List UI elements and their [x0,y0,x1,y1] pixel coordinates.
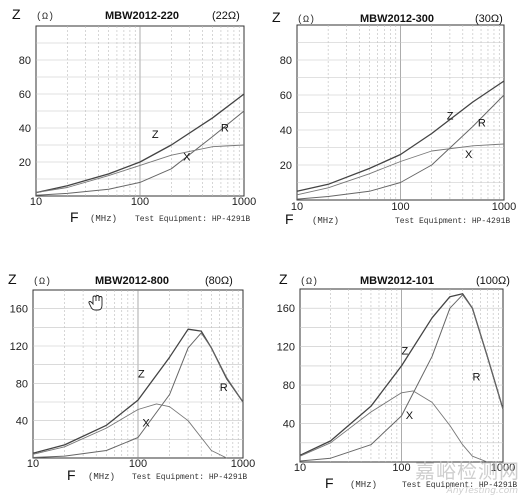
y-tick-label: 80 [16,378,28,390]
series-label-x: X [465,149,473,161]
watermark-sub: AnyTesting.com [446,486,518,496]
x-tick-label: 10 [291,201,303,213]
x-axis-unit: (MHz) [90,214,117,224]
y-axis-unit: (Ω) [297,14,315,26]
x-tick-label: 100 [129,458,147,470]
series-line-r [32,332,244,458]
y-axis-label: Z [279,271,288,287]
x-axis-label: F [67,467,76,483]
x-tick-label: 100 [131,196,149,208]
series-label-r: R [478,118,486,130]
series-line-z [35,93,245,194]
x-axis-label: F [325,475,334,491]
y-tick-label: 80 [283,380,295,392]
y-tick-label: 40 [280,125,292,137]
series-label-z: Z [152,129,159,141]
chart-panel-3: 40 80 120 160 10 100 1000 Z R X Z (Ω) MBW2012-800 (80… [8,271,255,483]
y-tick-label: 20 [19,157,31,169]
series-line-x [32,403,227,459]
series-label-x: X [183,151,191,163]
series-label-r: R [221,122,229,134]
x-axis-label: F [70,209,79,225]
series-label-z: Z [447,111,454,123]
x-tick-label: 1000 [231,458,255,470]
x-axis-unit: (MHz) [88,472,115,482]
impedance-label: (30Ω) [475,13,503,25]
hand-cursor-icon [88,295,103,311]
x-tick-label: 100 [392,462,410,474]
series-label-x: X [142,417,150,429]
y-tick-label: 60 [280,90,292,102]
x-tick-label: 10 [30,196,42,208]
series-line-r [299,294,504,462]
chart-title: MBW2012-800 [95,275,169,287]
chart-title: MBW2012-101 [360,275,434,287]
series-line-r [296,94,505,200]
chart-panel-4: 40 80 120 160 10 100 1000 Z R X Z (Ω) MBW2012-101 (10… [277,271,518,491]
y-axis-label: Z [272,9,281,25]
x-tick-label: 1000 [232,196,256,208]
chart-panel-1: 20 40 60 80 10 100 1000 Z R X Z (Ω) MBW2012-220 (22Ω)… [12,6,256,225]
impedance-label: (80Ω) [205,275,233,287]
x-tick-label: 100 [391,201,409,213]
impedance-label: (22Ω) [212,10,240,22]
x-tick-label: 1000 [491,462,515,474]
impedance-label: (100Ω) [476,275,510,287]
y-tick-label: 40 [19,123,31,135]
y-axis-unit: (Ω) [36,11,54,23]
test-equipment-label: Test Equipment: HP-4291B [132,473,247,482]
y-axis-label: Z [8,271,17,287]
series-label-z: Z [402,345,409,357]
series-line-z [296,80,505,192]
series-line-x [299,390,488,463]
chart-panel-2: 20 40 60 80 10 100 1000 Z R X Z (Ω) MBW2012-300 (30Ω)… [272,9,516,227]
y-tick-label: 40 [283,419,295,431]
y-tick-label: 160 [10,304,28,316]
series-line-x [296,143,505,196]
series-line-x [35,144,245,194]
y-tick-label: 120 [277,342,295,354]
x-axis-unit: (MHz) [350,480,377,490]
watermark: 嘉峪检测网 [415,459,520,483]
chart-title: MBW2012-220 [105,10,179,22]
test-equipment-label: Test Equipment: HP-4291B [402,481,517,490]
y-tick-label: 120 [10,341,28,353]
y-tick-label: 80 [19,55,31,67]
x-tick-label: 10 [294,462,306,474]
test-equipment-label: Test Equipment: HP-4291B [135,215,250,224]
y-tick-label: 160 [277,303,295,315]
y-tick-label: 40 [16,416,28,428]
x-axis-label: F [285,211,294,227]
x-tick-label: 1000 [492,201,516,213]
y-tick-label: 80 [280,55,292,67]
series-label-r: R [472,371,480,383]
hand-cursor-shape [88,295,103,311]
y-axis-unit: (Ω) [300,276,318,288]
y-tick-label: 60 [19,89,31,101]
y-axis-label: Z [12,6,21,22]
series-label-z: Z [138,369,145,381]
y-tick-label: 20 [280,160,292,172]
series-label-x: X [406,410,414,422]
series-label-r: R [220,382,228,394]
series-line-r [35,110,245,196]
x-tick-label: 10 [27,458,39,470]
test-equipment-label: Test Equipment: HP-4291B [395,217,510,226]
y-axis-unit: (Ω) [33,276,51,288]
x-axis-unit: (MHz) [312,216,339,226]
chart-title: MBW2012-300 [360,13,434,25]
